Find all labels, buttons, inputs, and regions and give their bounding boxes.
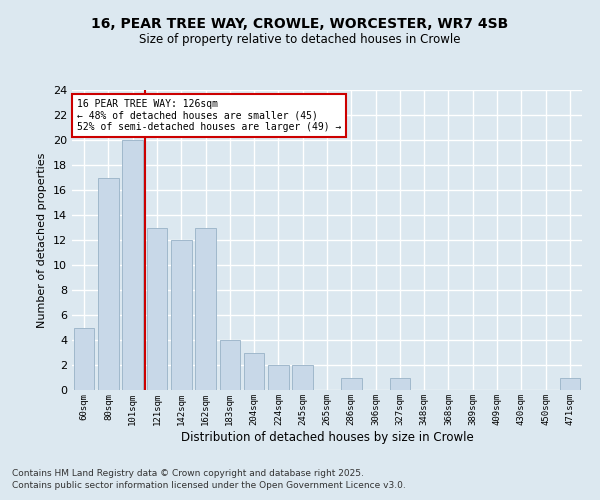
Bar — [268, 365, 289, 390]
X-axis label: Distribution of detached houses by size in Crowle: Distribution of detached houses by size … — [181, 430, 473, 444]
Bar — [122, 140, 143, 390]
Bar — [195, 228, 216, 390]
Text: 16 PEAR TREE WAY: 126sqm
← 48% of detached houses are smaller (45)
52% of semi-d: 16 PEAR TREE WAY: 126sqm ← 48% of detach… — [77, 99, 341, 132]
Bar — [389, 378, 410, 390]
Bar — [244, 352, 265, 390]
Text: Contains HM Land Registry data © Crown copyright and database right 2025.: Contains HM Land Registry data © Crown c… — [12, 468, 364, 477]
Bar — [146, 228, 167, 390]
Bar — [171, 240, 191, 390]
Bar — [98, 178, 119, 390]
Bar — [220, 340, 240, 390]
Bar — [74, 328, 94, 390]
Bar — [292, 365, 313, 390]
Y-axis label: Number of detached properties: Number of detached properties — [37, 152, 47, 328]
Text: Size of property relative to detached houses in Crowle: Size of property relative to detached ho… — [139, 32, 461, 46]
Bar — [560, 378, 580, 390]
Text: Contains public sector information licensed under the Open Government Licence v3: Contains public sector information licen… — [12, 481, 406, 490]
Text: 16, PEAR TREE WAY, CROWLE, WORCESTER, WR7 4SB: 16, PEAR TREE WAY, CROWLE, WORCESTER, WR… — [91, 18, 509, 32]
Bar — [341, 378, 362, 390]
